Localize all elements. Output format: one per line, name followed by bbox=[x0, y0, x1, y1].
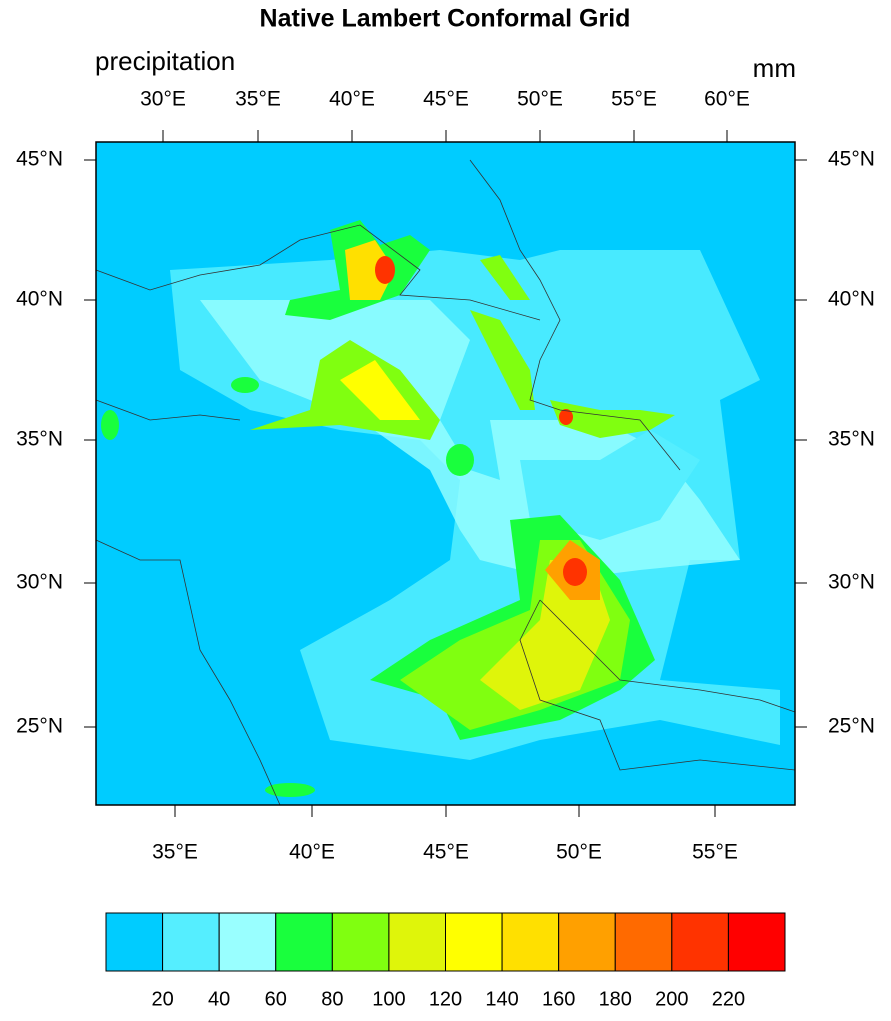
top-tick-label: 35°E bbox=[235, 88, 281, 111]
colorbar-box bbox=[558, 912, 616, 972]
colorbar-label: 180 bbox=[599, 988, 632, 1010]
top-tick-label: 30°E bbox=[140, 88, 186, 111]
top-tick-label: 55°E bbox=[611, 88, 657, 111]
left-tick-label: 35°N bbox=[16, 428, 63, 451]
right-label: mm bbox=[753, 53, 796, 83]
bottom-tick-label: 55°E bbox=[692, 841, 738, 864]
colorbar-box bbox=[501, 912, 560, 972]
left-tick-label: 25°N bbox=[16, 715, 63, 738]
top-tick-label: 60°E bbox=[704, 88, 750, 111]
colorbar-box bbox=[275, 912, 333, 972]
colorbar-label: 120 bbox=[429, 988, 462, 1010]
top-tick-label: 50°E bbox=[517, 88, 563, 111]
bottom-tick-label: 40°E bbox=[289, 841, 335, 864]
bottom-tick-label: 45°E bbox=[423, 841, 469, 864]
colorbar-label: 200 bbox=[655, 988, 688, 1010]
map bbox=[95, 141, 796, 806]
left-tick-label: 40°N bbox=[16, 288, 63, 311]
right-tick-label: 35°N bbox=[828, 428, 875, 451]
colorbar-box bbox=[445, 912, 503, 972]
left-tick-label: 45°N bbox=[16, 148, 63, 171]
bottom-tick-label: 35°E bbox=[152, 841, 198, 864]
colorbar-label: 160 bbox=[542, 988, 575, 1010]
colorbar-box bbox=[162, 912, 220, 972]
colorbar-label: 60 bbox=[265, 988, 287, 1010]
top-tick-label: 45°E bbox=[423, 88, 469, 111]
left-label: precipitation bbox=[95, 46, 235, 76]
top-tick-label: 40°E bbox=[329, 88, 375, 111]
colorbar-label: 220 bbox=[712, 988, 745, 1010]
right-tick-label: 40°N bbox=[828, 288, 875, 311]
colorbar-label: 100 bbox=[372, 988, 405, 1010]
colorbar-label: 80 bbox=[321, 988, 343, 1010]
colorbar-box bbox=[105, 912, 164, 972]
right-tick-label: 25°N bbox=[828, 715, 875, 738]
colorbar-box bbox=[331, 912, 390, 972]
colorbar-box bbox=[671, 912, 729, 972]
title: Native Lambert Conformal Grid bbox=[260, 5, 631, 33]
colorbar-label: 20 bbox=[151, 988, 173, 1010]
colorbar-box bbox=[614, 912, 673, 972]
right-tick-label: 30°N bbox=[828, 571, 875, 594]
colorbar-label: 140 bbox=[485, 988, 518, 1010]
colorbar-box bbox=[218, 912, 277, 972]
right-tick-label: 45°N bbox=[828, 148, 875, 171]
left-tick-label: 30°N bbox=[16, 571, 63, 594]
bottom-tick-label: 50°E bbox=[556, 841, 602, 864]
colorbar-box bbox=[727, 912, 786, 972]
colorbar-label: 40 bbox=[208, 988, 230, 1010]
colorbar-box bbox=[388, 912, 446, 972]
